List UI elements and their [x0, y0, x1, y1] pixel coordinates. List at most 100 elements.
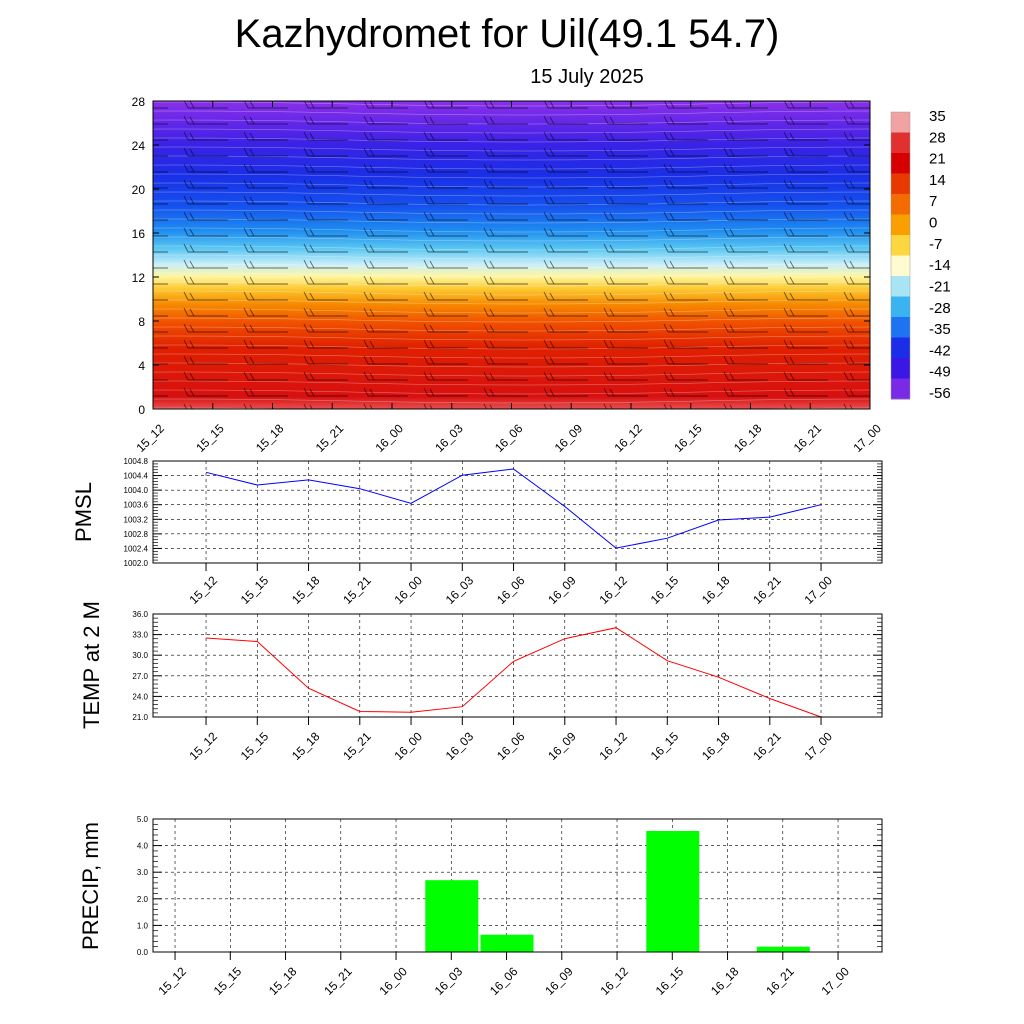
- pmsl-x-tick-label: 15_18: [289, 573, 323, 607]
- heatmap-x-tick-label: 16_21: [791, 421, 825, 455]
- heatmap-y-tick-label: 12: [132, 271, 146, 285]
- heatmap-x-tick-label: 16_18: [731, 421, 765, 455]
- chart-subtitle: 15 July 2025: [530, 66, 643, 88]
- heatmap-x-tick-label: 16_06: [492, 421, 526, 455]
- pmsl-y-axis-label: PMSL: [71, 482, 96, 542]
- heatmap-y-tick-label: 8: [138, 315, 145, 329]
- precip-x-tick-label: 17_00: [818, 964, 852, 998]
- precip-y-tick-label: 3.0: [137, 868, 149, 877]
- precip-bar: [425, 880, 479, 952]
- precip-x-tick-label: 15_21: [321, 964, 355, 998]
- colorbar-label: -49: [929, 364, 951, 381]
- pmsl-x-tick-label: 15_15: [238, 573, 272, 607]
- heatmap-x-tick-label: 15_15: [193, 421, 227, 455]
- colorbar-swatch: [891, 214, 910, 236]
- colorbar-swatch: [891, 112, 910, 133]
- heatmap-y-tick-label: 24: [132, 139, 146, 153]
- pmsl-x-tick-label: 16_09: [545, 573, 579, 607]
- colorbar-label: 0: [929, 215, 937, 232]
- heatmap-x-tick-label: 15_18: [253, 421, 287, 455]
- colorbar-swatch: [891, 276, 910, 297]
- colorbar: 35 28 21 14 7 0 -7 -14 -21 -28 -35 -42 -49 -56: [890, 108, 951, 402]
- heatmap-x-tick-label: 16_15: [671, 421, 705, 455]
- precip-y-tick-label: 0.0: [137, 948, 149, 957]
- precip-x-tick-label: 16_12: [597, 964, 631, 998]
- temp-x-tick-label: 15_12: [186, 729, 220, 763]
- pmsl-y-tick-label: 1004.8: [124, 457, 149, 466]
- precip-x-tick-label: 16_00: [376, 964, 410, 998]
- colorbar-swatch: [891, 194, 910, 215]
- pmsl-y-tick-label: 1002.0: [124, 559, 149, 568]
- temp-frame: [152, 613, 883, 718]
- colorbar-swatch: [891, 255, 910, 277]
- temp-x-tick-label: 17_00: [801, 729, 835, 763]
- pmsl-y-tick-label: 1002.4: [124, 544, 149, 553]
- precip-frame: [152, 818, 883, 953]
- heatmap-panel: 0 4 8 12 16 20 24 28 15_12 15_15 15_18 15_21 16_00 16…: [132, 95, 885, 455]
- precip-x-tick-label: 16_15: [653, 964, 687, 998]
- heatmap-y-tick-label: 0: [138, 403, 145, 417]
- colorbar-swatch: [891, 153, 910, 174]
- temp-y-tick-label: 21.0: [132, 713, 148, 722]
- precip-y-tick-label: 4.0: [137, 842, 149, 851]
- pmsl-y-tick-label: 1003.2: [124, 515, 149, 524]
- precip-y-tick-label: 1.0: [137, 921, 149, 930]
- colorbar-swatch: [891, 358, 910, 379]
- precip-x-tick-label: 15_12: [155, 964, 189, 998]
- colorbar-label: -28: [929, 300, 951, 317]
- precip-x-tick-label: 16_06: [487, 964, 521, 998]
- colorbar-label: -21: [929, 278, 951, 295]
- colorbar-swatch: [891, 132, 910, 154]
- temp-x-tick-label: 16_12: [596, 729, 630, 763]
- precip-panel: 0.0 1.0 2.0 3.0 4.0 5.0 15_12 15_15 15_18 15_21 16…: [78, 815, 883, 998]
- temp-x-tick-label: 15_18: [289, 729, 323, 763]
- precip-y-axis-label: PRECIP, mm: [78, 822, 103, 950]
- temp-x-tick-label: 15_15: [238, 729, 272, 763]
- colorbar-label: -56: [929, 385, 951, 402]
- colorbar-label: 14: [929, 172, 946, 189]
- pmsl-y-tick-label: 1004.0: [124, 486, 149, 495]
- pmsl-series-line: [205, 468, 822, 549]
- pmsl-x-tick-label: 17_00: [801, 573, 835, 607]
- pmsl-x-tick-label: 15_21: [340, 573, 374, 607]
- colorbar-swatch: [891, 317, 910, 338]
- pmsl-x-tick-label: 16_06: [494, 573, 528, 607]
- temp-x-tick-label: 16_03: [443, 729, 477, 763]
- colorbar-frame: [890, 111, 911, 400]
- pmsl-x-tick-label: 16_12: [596, 573, 630, 607]
- precip-x-tick-label: 15_15: [211, 964, 245, 998]
- pmsl-y-tick-label: 1004.4: [124, 472, 149, 481]
- heatmap-x-tick-label: 15_21: [313, 421, 347, 455]
- heatmap-y-tick-label: 28: [132, 95, 146, 109]
- colorbar-label: 28: [929, 129, 946, 146]
- chart-title: Kazhydromet for Uil(49.1 54.7): [235, 12, 780, 56]
- heatmap-x-tick-label: 16_00: [372, 421, 406, 455]
- pmsl-frame: [152, 460, 883, 564]
- precip-x-tick-label: 16_21: [763, 964, 797, 998]
- precip-bar: [480, 934, 534, 952]
- colorbar-label: -14: [929, 257, 951, 274]
- colorbar-swatch: [891, 378, 910, 400]
- pmsl-x-tick-label: 16_18: [699, 573, 733, 607]
- temp-y-tick-label: 36.0: [132, 610, 148, 619]
- colorbar-label: 7: [929, 193, 937, 210]
- pmsl-x-tick-label: 15_12: [186, 573, 220, 607]
- temp-x-tick-label: 16_15: [648, 729, 682, 763]
- pmsl-y-tick-label: 1003.6: [124, 501, 149, 510]
- temp-y-tick-label: 30.0: [132, 651, 148, 660]
- colorbar-swatch: [891, 235, 910, 256]
- precip-bar: [646, 830, 700, 952]
- colorbar-label: -7: [929, 236, 942, 253]
- colorbar-swatch: [891, 296, 910, 318]
- temp-x-tick-label: 16_18: [699, 729, 733, 763]
- precip-x-tick-label: 16_09: [542, 964, 576, 998]
- temp-y-tick-label: 33.0: [132, 631, 148, 640]
- heatmap-x-tick-label: 16_12: [611, 421, 645, 455]
- pmsl-x-tick-label: 16_15: [648, 573, 682, 607]
- temp-y-tick-label: 24.0: [132, 692, 148, 701]
- pmsl-panel: 1002.0 1002.4 1002.8 1003.2 1003.6 1004.0 1004…: [71, 457, 883, 607]
- pmsl-plot-area: [153, 461, 882, 563]
- colorbar-label: -42: [929, 342, 951, 359]
- heatmap-y-tick-label: 16: [132, 227, 146, 241]
